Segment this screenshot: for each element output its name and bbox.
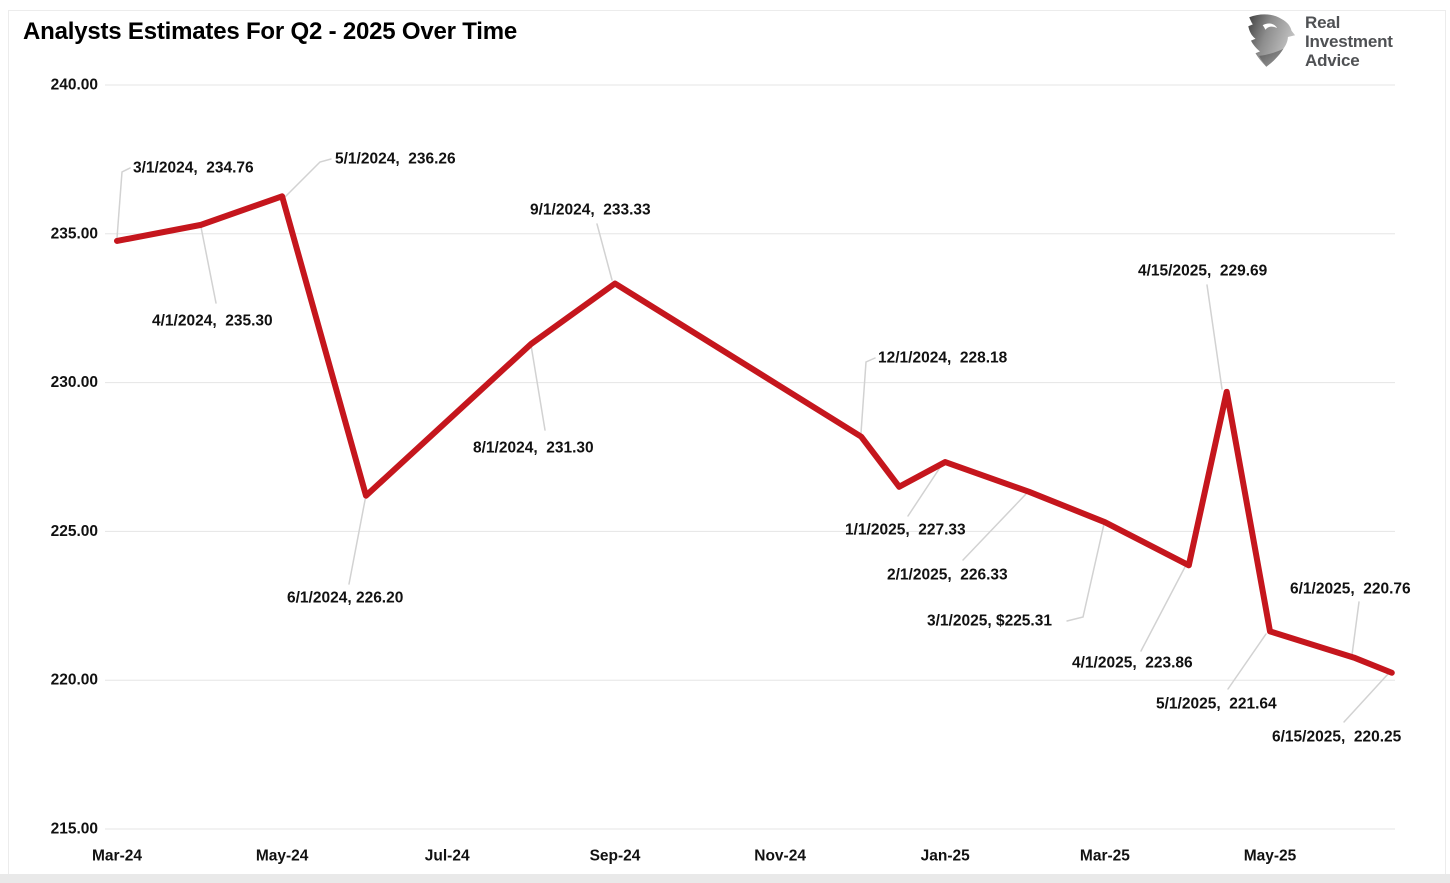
x-tick-label: Jan-25 xyxy=(921,848,970,865)
data-label: 5/1/2024, 236.26 xyxy=(335,151,456,168)
data-label: 4/1/2025, 223.86 xyxy=(1072,655,1193,672)
data-label: 2/1/2025, 226.33 xyxy=(887,567,1008,584)
data-label: 12/1/2024, 228.18 xyxy=(878,350,1008,367)
leader-line xyxy=(284,158,332,198)
leader-line xyxy=(348,494,367,585)
leader-line xyxy=(1066,523,1105,622)
data-label: 4/15/2025, 229.69 xyxy=(1138,263,1268,280)
x-tick-label: Mar-25 xyxy=(1080,848,1130,865)
logo-line-1: Real xyxy=(1305,13,1341,32)
x-tick-label: Sep-24 xyxy=(590,848,641,865)
leader-lines-group xyxy=(116,158,1389,723)
leader-line xyxy=(1227,633,1267,690)
x-tick-label: May-25 xyxy=(1244,848,1297,865)
y-tick-label: 215.00 xyxy=(51,821,98,838)
leader-line xyxy=(860,357,876,434)
data-label: 3/1/2024, 234.76 xyxy=(133,160,254,177)
data-label: 9/1/2024, 233.33 xyxy=(530,202,651,219)
leader-line xyxy=(200,226,217,304)
eagle-icon xyxy=(1248,14,1296,67)
leader-line xyxy=(962,493,1027,561)
leader-line xyxy=(596,223,613,281)
x-tick-label: Mar-24 xyxy=(92,848,142,865)
ria-logo: Real Investment Advice xyxy=(1242,13,1393,70)
logo-wordmark: Real Investment Advice xyxy=(1305,13,1393,70)
window-bottom-strip xyxy=(0,874,1450,883)
y-tick-label: 240.00 xyxy=(51,77,98,94)
x-tick-label: Jul-24 xyxy=(425,848,470,865)
data-label: 8/1/2024, 231.30 xyxy=(473,440,594,457)
leader-line xyxy=(1351,601,1360,656)
data-label: 3/1/2025, $225.31 xyxy=(927,613,1052,630)
chart-title: Analysts Estimates For Q2 - 2025 Over Ti… xyxy=(23,18,518,45)
estimates-series-line xyxy=(114,193,1395,676)
y-tick-label: 230.00 xyxy=(51,374,98,391)
series-group xyxy=(114,193,1395,676)
x-tick-label: May-24 xyxy=(256,848,309,865)
data-label: 6/15/2025, 220.25 xyxy=(1272,729,1402,746)
data-label: 1/1/2025, 227.33 xyxy=(845,522,966,539)
logo-line-3: Advice xyxy=(1305,51,1360,70)
leader-line xyxy=(1140,566,1186,652)
axis-labels-group: 240.00 235.00 230.00 225.00 220.00 215.00 Mar-… xyxy=(51,77,1297,865)
gridlines-group xyxy=(105,84,1395,830)
data-label: 4/1/2024, 235.30 xyxy=(152,313,273,330)
y-tick-label: 220.00 xyxy=(51,672,98,689)
y-tick-label: 235.00 xyxy=(51,225,98,242)
leader-line xyxy=(116,167,131,239)
y-tick-label: 225.00 xyxy=(51,523,98,540)
data-label: 6/1/2025, 220.76 xyxy=(1290,581,1411,598)
leader-line xyxy=(1206,284,1223,390)
leader-line xyxy=(907,462,944,517)
logo-line-2: Investment xyxy=(1305,32,1393,51)
leader-line xyxy=(530,344,546,431)
leader-line xyxy=(1343,673,1389,723)
x-tick-label: Nov-24 xyxy=(754,848,806,865)
data-labels-group: 3/1/2024, 234.76 4/1/2024, 235.30 5/1/2024… xyxy=(133,151,1411,746)
data-label: 5/1/2025, 221.64 xyxy=(1156,696,1277,713)
data-label: 6/1/2024, 226.20 xyxy=(287,590,403,607)
